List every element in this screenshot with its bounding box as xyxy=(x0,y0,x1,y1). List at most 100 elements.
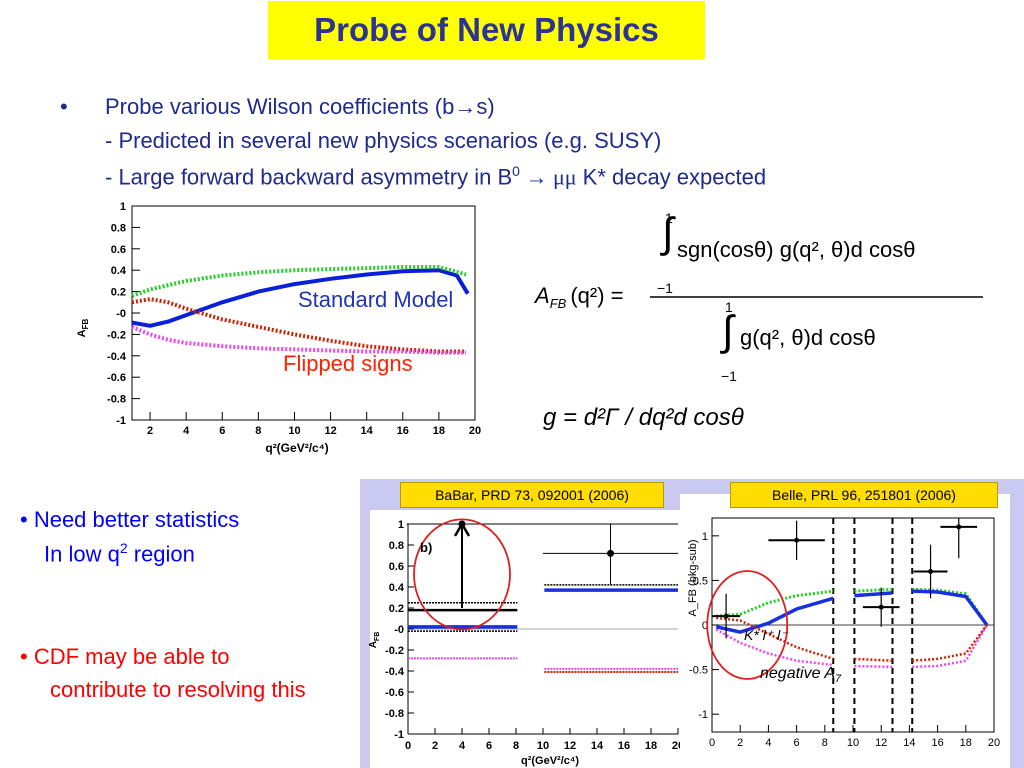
babar-citation: BaBar, PRD 73, 092001 (2006) xyxy=(400,482,664,508)
belle-curve-red xyxy=(854,657,893,662)
babar-ytick-label: -0.4 xyxy=(385,666,405,678)
belle-curve-red xyxy=(912,624,988,662)
formula-numerator: sgn(cosθ) g(q², θ)d cosθ xyxy=(677,237,915,262)
babar-xlabel: q²(GeV²/c⁴) xyxy=(521,755,579,767)
sm-xtick-label: 12 xyxy=(324,425,336,437)
belle-ytick-label: 0.5 xyxy=(693,575,708,587)
formula-g-definition: g = d²Γ / dq²d cosθ xyxy=(543,404,744,431)
babar-panel-label: b) xyxy=(420,540,432,555)
bullet-2-line2: In low q2 region xyxy=(44,540,195,567)
belle-curve-magenta xyxy=(715,628,834,667)
babar-xtick-label: 0 xyxy=(405,740,411,752)
label-flipped-signs: Flipped signs xyxy=(283,351,413,376)
sm-ytick-label: 0.6 xyxy=(111,244,126,256)
belle-data-point xyxy=(794,537,800,543)
sm-curve-red xyxy=(131,297,466,354)
belle-ytick-label: 0 xyxy=(702,620,708,632)
belle-xtick-label: 2 xyxy=(737,737,743,749)
sm-ytick-label: -1 xyxy=(116,415,126,427)
belle-xtick-label: 16 xyxy=(931,737,943,749)
belle-negative-afb: negative A7 xyxy=(760,665,842,685)
sm-ytick-label: 0.2 xyxy=(111,287,126,299)
babar-ytick-label: -0.2 xyxy=(385,645,404,657)
sm-curve-green xyxy=(131,265,467,298)
sm-ytick-label: 1 xyxy=(120,201,126,213)
sm-ytick-label: 0.8 xyxy=(111,222,126,234)
belle-xtick-label: 4 xyxy=(765,737,771,749)
belle-xtick-label: 18 xyxy=(960,737,972,749)
belle-curve-sm xyxy=(912,589,989,627)
sm-xtick-label: 2 xyxy=(147,425,153,437)
babar-ytick-label: 1 xyxy=(398,519,404,531)
belle-curve-magenta xyxy=(854,664,893,669)
label-standard-model: Standard Model xyxy=(298,287,454,312)
babar-ytick-label: 0.6 xyxy=(389,561,404,573)
den-lower-limit: −1 xyxy=(721,368,737,384)
babar-xtick-label: 8 xyxy=(513,740,519,752)
belle-ytick-label: -0.5 xyxy=(689,665,708,677)
bullet-2-line1: • Need better statistics xyxy=(20,507,240,532)
belle-curve-green xyxy=(854,587,893,593)
title-box: Probe of New Physics xyxy=(268,1,705,59)
sm-ytick-label: 0.4 xyxy=(111,265,127,277)
bullet-1-line3: - Large forward backward asymmetry in B0… xyxy=(105,163,767,190)
belle-ytick-label: 1 xyxy=(702,531,708,543)
babar-ytick-label: 0.8 xyxy=(389,540,404,552)
belle-xtick-label: 8 xyxy=(822,737,828,749)
sm-ytick-label: -0 xyxy=(116,308,126,320)
slide-title: Probe of New Physics xyxy=(314,11,659,48)
babar-xtick-label: 20 xyxy=(672,740,680,752)
belle-data-point xyxy=(878,604,884,610)
belle-xtick-label: 12 xyxy=(875,737,887,749)
belle-ylabel: A_FB (bkg-sub) xyxy=(687,539,699,616)
arrow-icon: → xyxy=(454,94,477,119)
babar-data-point xyxy=(607,549,614,557)
sm-xtick-label: 10 xyxy=(288,425,300,437)
babar-xtick-label: 10 xyxy=(537,740,549,752)
num-integral: ∫ xyxy=(660,209,676,256)
babar-xtick-label: 6 xyxy=(486,740,492,752)
belle-curve-sm xyxy=(715,596,834,634)
bullet-3-line1: • CDF may be able to xyxy=(20,644,230,669)
belle-data-point xyxy=(956,524,962,530)
babar-highlight-circle xyxy=(413,518,511,631)
formula-denominator: g(q², θ)d cosθ xyxy=(740,325,876,350)
belle-curve-sm xyxy=(854,591,893,598)
sm-ytick-label: -0.4 xyxy=(107,351,127,363)
afb-formula: AFB (q²) = 1 ∫ −1 sgn(cosθ) g(q², θ)d cos… xyxy=(533,209,983,431)
babar-ytick-label: 0.2 xyxy=(389,603,404,615)
sm-ylabel: AFB xyxy=(76,318,90,337)
sm-xtick-label: 8 xyxy=(255,425,261,437)
babar-ytick-label: -0 xyxy=(394,624,404,636)
sm-ytick-label: -0.2 xyxy=(107,329,126,341)
sm-xtick-label: 20 xyxy=(469,425,481,437)
belle-data-point xyxy=(928,569,934,574)
babar-ytick-label: -1 xyxy=(394,729,404,741)
babar-ylabel: AFB xyxy=(368,632,381,649)
den-integral: ∫ xyxy=(720,307,736,354)
den-upper-limit: 1 xyxy=(725,299,733,315)
sm-frame xyxy=(131,205,476,421)
babar-xtick-label: 4 xyxy=(459,740,466,752)
babar-ytick-label: -0.6 xyxy=(385,687,404,699)
belle-curve-magenta xyxy=(912,624,988,669)
sm-xtick-label: 4 xyxy=(183,425,190,437)
sm-xtick-label: 6 xyxy=(219,425,225,437)
belle-kstar-label: K* l⁺ l⁻ xyxy=(744,627,789,643)
formula-lhs: AFB (q²) = xyxy=(533,283,624,311)
sm-xtick-label: 16 xyxy=(397,425,409,437)
bullet-1-line2: - Predicted in several new physics scena… xyxy=(105,128,662,153)
babar-ytick-label: -0.8 xyxy=(385,708,404,720)
sm-ytick-label: -0.8 xyxy=(107,394,126,406)
belle-xtick-label: 6 xyxy=(794,737,800,749)
babar-xtick-label: 12 xyxy=(564,740,576,752)
bullet-1-marker: • xyxy=(60,94,68,119)
sm-curve-standard-model xyxy=(131,268,470,328)
sm-afb-plot: 1 0.8 0.6 0.4 0.2 -0 -0.2 -0.4 -0.6 -0.8 -1 2 4 6 8 10 1… xyxy=(76,201,481,455)
babar-afb-plot: 1 0.8 0.6 0.4 0.2 -0 -0.2 -0.4 -0.6 -0.8 -10 2 4 6 8 10… xyxy=(368,518,680,767)
belle-highlight-circle xyxy=(706,570,789,680)
sm-xlabel: q²(GeV²/c⁴) xyxy=(265,441,328,455)
sm-ytick-label: -0.6 xyxy=(107,372,126,384)
num-lower-limit: −1 xyxy=(657,280,673,296)
belle-ytick-label: -1 xyxy=(698,709,708,721)
